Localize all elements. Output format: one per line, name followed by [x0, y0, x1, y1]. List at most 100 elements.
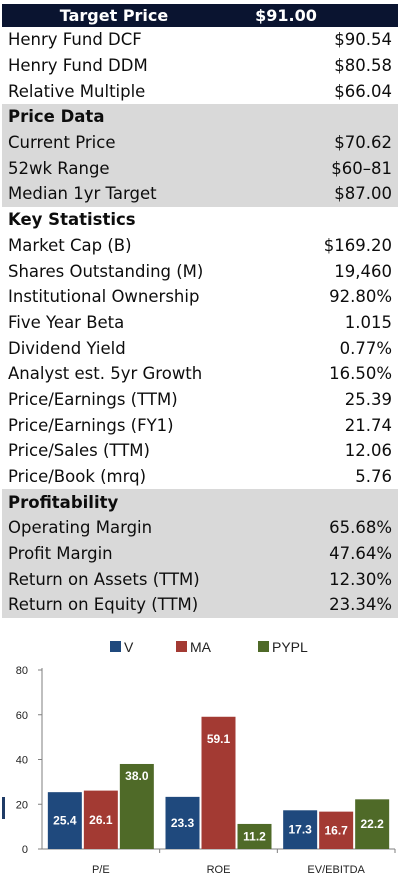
section-title: Key Statistics [8, 210, 136, 230]
bar-pypl-p-e [119, 763, 154, 849]
data-row: Five Year Beta 1.015 [2, 310, 398, 336]
x-tick-label: ROE [207, 864, 231, 876]
legend-label-ma: MA [190, 639, 212, 655]
peer-comparison-chart: 0 20 40 60 80 V MA PYPL 25.4 26.1 38.0 P/E 23.3 59.1 1… [0, 626, 402, 895]
data-label: 16.7 [324, 823, 348, 837]
row-value: 92.80% [329, 287, 392, 307]
row-label: Henry Fund DDM [8, 56, 148, 76]
data-rows: Henry Fund DCF $90.54 Henry Fund DDM $80.58… [2, 27, 398, 618]
row-label: Operating Margin [8, 518, 153, 538]
section-header: Price Data [2, 104, 398, 130]
data-row: Return on Equity (TTM) 23.34% [2, 592, 398, 618]
legend-swatch-v [110, 641, 121, 652]
data-row: Price/Sales (TTM) 12.06 [2, 438, 398, 464]
target-price-value: $91.00 [255, 6, 317, 25]
data-row: Relative Multiple $66.04 [2, 78, 398, 104]
data-label: 22.2 [360, 817, 384, 831]
bar-ma-roe [201, 716, 236, 849]
row-label: 52wk Range [8, 158, 110, 178]
data-label: 23.3 [171, 816, 195, 830]
row-label: Market Cap (B) [8, 235, 132, 255]
row-value: $87.00 [334, 184, 392, 204]
row-label: Institutional Ownership [8, 287, 200, 307]
data-label: 17.3 [288, 823, 312, 837]
bar-ma-p-e [83, 790, 118, 849]
bar-v-p-e [47, 792, 82, 849]
row-value: 1.015 [344, 312, 392, 332]
decorative-marker [2, 797, 5, 819]
data-label: 59.1 [207, 732, 231, 746]
row-value: 12.06 [344, 441, 392, 461]
row-value: 25.39 [344, 389, 392, 409]
bar-pypl-roe [237, 823, 272, 849]
row-value: $80.58 [334, 56, 392, 76]
row-label: Price/Earnings (TTM) [8, 389, 178, 409]
y-tick-label: 80 [16, 665, 28, 677]
target-price-header: Target Price $91.00 [2, 4, 398, 27]
data-row: Dividend Yield 0.77% [2, 335, 398, 361]
data-row: Current Price $70.62 [2, 129, 398, 156]
data-row: Price/Earnings (FY1) 21.74 [2, 412, 398, 438]
row-label: Profit Margin [8, 544, 113, 564]
row-value: 0.77% [339, 338, 392, 358]
legend-label-v: V [124, 639, 134, 655]
section-title: Profitability [8, 492, 119, 512]
chart-svg: 0 20 40 60 80 V MA PYPL 25.4 26.1 38.0 P/E 23.3 59.1 1… [16, 639, 396, 876]
bar-ma-ev-ebitda [319, 811, 354, 849]
row-value: 47.64% [329, 544, 392, 564]
row-label: Return on Equity (TTM) [8, 595, 199, 615]
target-price-label: Target Price [59, 6, 169, 25]
row-value: 16.50% [329, 364, 392, 384]
data-row: Market Cap (B) $169.20 [2, 233, 398, 259]
row-label: Five Year Beta [8, 312, 125, 332]
section-header: Key Statistics [2, 207, 398, 233]
data-row: Return on Assets (TTM) 12.30% [2, 566, 398, 593]
row-value: 21.74 [344, 415, 392, 435]
row-label: Shares Outstanding (M) [8, 261, 204, 281]
legend-swatch-pypl [258, 641, 269, 652]
row-label: Analyst est. 5yr Growth [8, 364, 203, 384]
data-label: 26.1 [89, 813, 113, 827]
row-value: 65.68% [329, 518, 392, 538]
row-value: $90.54 [334, 30, 392, 50]
legend-label-pypl: PYPL [272, 639, 308, 655]
row-value: 19,460 [334, 261, 392, 281]
data-row: Median 1yr Target $87.00 [2, 181, 398, 207]
data-row: Profit Margin 47.64% [2, 540, 398, 567]
data-row: Price/Earnings (TTM) 25.39 [2, 387, 398, 413]
data-label: 25.4 [53, 814, 77, 828]
data-row: Analyst est. 5yr Growth 16.50% [2, 361, 398, 387]
row-label: Dividend Yield [8, 338, 126, 358]
data-row: Institutional Ownership 92.80% [2, 284, 398, 310]
data-row: Henry Fund DDM $80.58 [2, 53, 398, 79]
x-tick-label: EV/EBITDA [307, 864, 365, 876]
data-label: 11.2 [243, 829, 266, 843]
data-row: Operating Margin 65.68% [2, 515, 398, 541]
bar-pypl-ev-ebitda [355, 799, 390, 849]
data-row: Price/Book (mrq) 5.76 [2, 464, 398, 490]
row-label: Price/Earnings (FY1) [8, 415, 174, 435]
row-label: Current Price [8, 133, 116, 153]
bar-v-roe [165, 796, 200, 849]
bar-v-ev-ebitda [283, 810, 318, 849]
y-tick-label: 0 [22, 844, 28, 856]
row-label: Price/Sales (TTM) [8, 441, 150, 461]
row-label: Return on Assets (TTM) [8, 569, 200, 589]
data-row: 52wk Range $60–81 [2, 155, 398, 182]
row-value: 12.30% [329, 569, 392, 589]
row-value: 5.76 [355, 467, 392, 487]
legend-swatch-ma [176, 641, 187, 652]
y-tick-label: 20 [16, 799, 28, 811]
section-header: Profitability [2, 489, 398, 516]
y-tick-label: 60 [16, 710, 28, 722]
row-value: $70.62 [334, 133, 392, 153]
data-row: Henry Fund DCF $90.54 [2, 27, 398, 53]
y-tick-label: 40 [16, 755, 28, 767]
row-value: $66.04 [334, 81, 392, 101]
row-label: Median 1yr Target [8, 184, 157, 204]
row-value: 23.34% [329, 595, 392, 615]
row-value: $169.20 [323, 235, 392, 255]
data-label: 38.0 [125, 769, 149, 783]
section-title: Price Data [8, 107, 105, 127]
x-tick-label: P/E [92, 864, 110, 876]
